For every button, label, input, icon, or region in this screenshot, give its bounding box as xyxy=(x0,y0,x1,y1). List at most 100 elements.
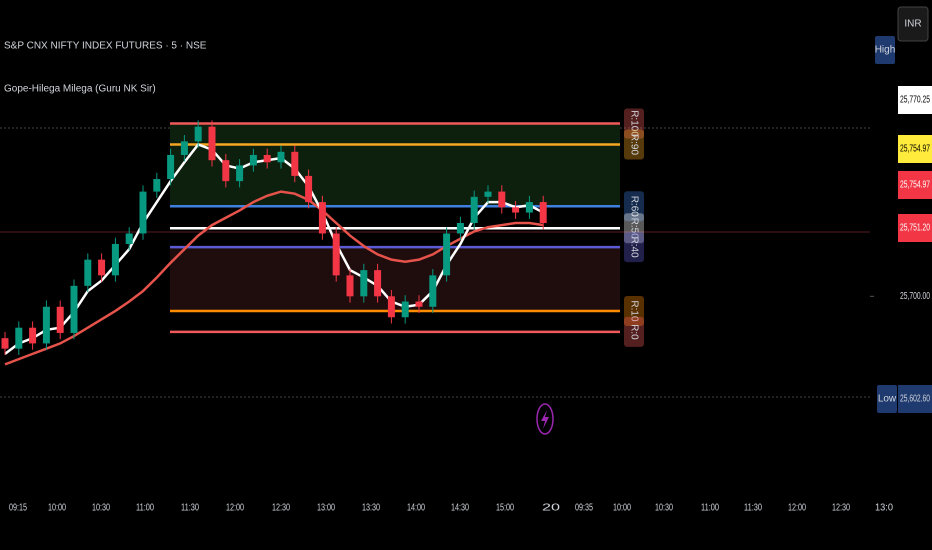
x-tick-label: 11:00 xyxy=(701,503,719,514)
price-label: 25,770.25 xyxy=(900,95,930,106)
y-tick-label: 25,700.00 xyxy=(900,291,930,302)
level-tag xyxy=(624,213,644,244)
indicator-title: Gope-Hilega Milega (Guru NK Sir) xyxy=(4,84,156,95)
x-tick-label: 13:0 xyxy=(875,503,893,514)
candle-body xyxy=(277,151,285,163)
level-tag xyxy=(624,191,644,222)
candle-body xyxy=(236,165,244,182)
bearish-zone xyxy=(170,247,620,311)
x-tick-label: 10:00 xyxy=(613,503,631,514)
x-tick-label: 10:00 xyxy=(48,503,66,514)
low-price-tag xyxy=(898,385,932,413)
candle-body xyxy=(332,233,340,276)
candle-body xyxy=(180,141,188,155)
low-label: Low xyxy=(878,394,897,405)
candle-body xyxy=(374,270,382,297)
candle-body xyxy=(42,306,50,344)
candle-body xyxy=(263,154,271,163)
candle-body xyxy=(139,191,147,234)
price-tag xyxy=(898,171,932,199)
low-price: 25,602.60 xyxy=(900,394,930,405)
candle-body xyxy=(525,202,533,213)
level-label: R:40 xyxy=(628,237,639,259)
candle-body xyxy=(249,154,257,166)
price-label: 25,751.20 xyxy=(900,223,930,234)
x-tick-label: 13:30 xyxy=(362,503,380,514)
low-tag xyxy=(877,385,897,413)
slow-average xyxy=(4,190,544,366)
candle-body xyxy=(111,243,119,276)
level-tag xyxy=(624,316,644,347)
x-tick-label: 11:00 xyxy=(136,503,154,514)
x-tick-label: 11:30 xyxy=(744,503,762,514)
candle-body xyxy=(29,327,37,344)
price-tag xyxy=(898,135,932,163)
bullish-zone xyxy=(170,123,620,207)
candle-body xyxy=(291,151,299,176)
candle-body xyxy=(167,154,175,180)
level-label: R:0 xyxy=(628,324,639,340)
price-tag xyxy=(898,214,932,242)
x-tick-label: 09:15 xyxy=(9,503,27,514)
candle-body xyxy=(360,270,368,297)
level-tag xyxy=(624,108,644,139)
candle-body xyxy=(484,191,492,197)
currency-box[interactable] xyxy=(897,6,929,42)
x-tick-label: 15:00 xyxy=(496,503,514,514)
high-tag xyxy=(875,36,895,64)
candle-body xyxy=(1,338,9,349)
level-label: R:10 xyxy=(628,300,639,322)
candle-body xyxy=(208,126,216,161)
price-label: 25,754.97 xyxy=(900,144,930,155)
x-tick-label: 12:00 xyxy=(788,503,806,514)
alert-icon[interactable] xyxy=(536,403,554,435)
candle-body xyxy=(401,301,409,318)
candle-body xyxy=(305,175,313,203)
candle-body xyxy=(84,259,92,286)
candle-body xyxy=(498,191,506,208)
price-tag xyxy=(898,86,932,114)
candle-body xyxy=(318,202,326,234)
candle-body xyxy=(539,202,547,224)
alert-bolt xyxy=(541,410,549,429)
x-tick-label: 12:30 xyxy=(832,503,850,514)
candle-body xyxy=(194,126,202,142)
candle-body xyxy=(153,179,161,192)
x-tick-label: 14:00 xyxy=(407,503,425,514)
high-label: High xyxy=(875,45,896,56)
candle-body xyxy=(443,233,451,276)
level-label: R:50 xyxy=(628,218,639,240)
currency-label: INR xyxy=(904,19,921,30)
level-label: R:60 xyxy=(628,196,639,218)
level-tag xyxy=(624,129,644,160)
level-label: R:100 xyxy=(628,110,639,137)
candle-body xyxy=(125,233,133,244)
x-tick-label: 10:30 xyxy=(92,503,110,514)
candle-body xyxy=(470,196,478,224)
candle-body xyxy=(98,259,106,276)
symbol-title: S&P CNX NIFTY INDEX FUTURES · 5 · NSE xyxy=(4,41,207,52)
x-tick-label: 12:30 xyxy=(272,503,290,514)
x-tick-label: 13:00 xyxy=(317,503,335,514)
candle-body xyxy=(56,306,64,333)
level-tag xyxy=(624,295,644,326)
candle-body xyxy=(387,296,395,318)
alert-ring xyxy=(536,403,554,435)
fast-average xyxy=(4,142,544,355)
x-tick-label: 20 xyxy=(542,503,561,514)
candle-body xyxy=(70,285,78,333)
level-tag xyxy=(624,232,644,263)
x-tick-label: 09:35 xyxy=(575,503,593,514)
candle-body xyxy=(429,275,437,307)
candle-body xyxy=(15,327,23,349)
level-label: R:90 xyxy=(628,134,639,156)
x-tick-label: 12:00 xyxy=(226,503,244,514)
candle-body xyxy=(222,160,230,182)
x-tick-label: 14:30 xyxy=(451,503,469,514)
price-label: 25,754.97 xyxy=(900,180,930,191)
candle-body xyxy=(346,275,354,297)
candle-body xyxy=(415,301,423,307)
x-tick-label: 11:30 xyxy=(181,503,199,514)
